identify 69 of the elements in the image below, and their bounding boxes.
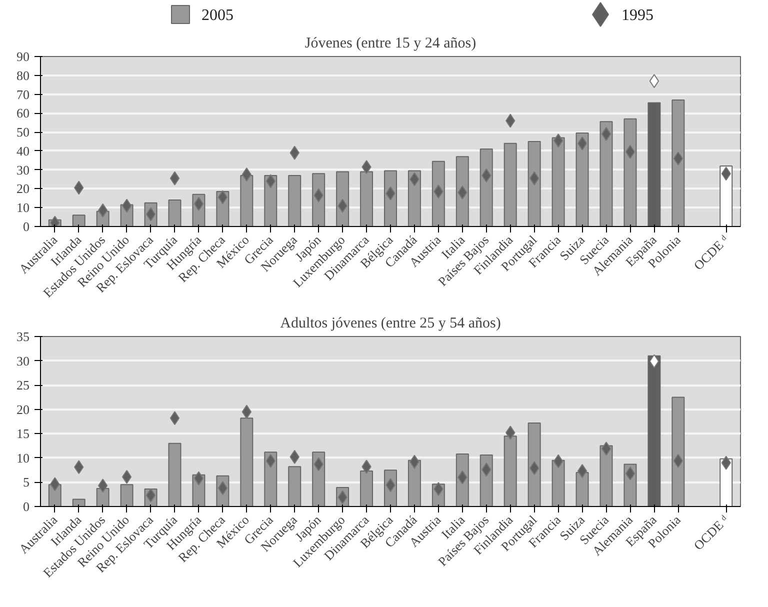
bar <box>528 141 541 226</box>
bar <box>168 442 182 506</box>
y-tick-label: 35 <box>16 329 30 344</box>
y-tick-label: 5 <box>23 474 30 490</box>
bar <box>288 175 302 226</box>
point <box>146 207 156 222</box>
y-tick-label: 25 <box>16 378 30 393</box>
chart-title: Adultos jóvenes (entre 25 y 54 años) <box>280 316 501 332</box>
point <box>625 466 636 480</box>
point <box>458 186 468 200</box>
point <box>218 481 228 496</box>
bar <box>432 160 445 226</box>
bar <box>168 200 182 226</box>
y-tick-label: 30 <box>16 353 30 368</box>
legend-label: 1995 <box>622 7 654 24</box>
point <box>122 470 132 484</box>
point <box>170 411 180 426</box>
y-tick-label: 10 <box>16 450 30 466</box>
y-tick-label: 0 <box>23 219 30 234</box>
y-tick-label: 20 <box>16 181 30 196</box>
y-tick-label: 70 <box>16 86 30 102</box>
point <box>362 160 372 174</box>
y-tick-label: 90 <box>16 49 30 64</box>
point <box>601 442 612 456</box>
y-tick-label: 0 <box>23 499 30 514</box>
bar <box>72 498 86 506</box>
point <box>194 196 204 211</box>
bar <box>624 118 637 226</box>
bar <box>72 214 86 226</box>
point <box>673 152 684 166</box>
point <box>577 464 588 478</box>
legend-label: 2005 <box>202 7 234 24</box>
y-tick-label: 15 <box>16 426 30 442</box>
point <box>649 74 660 88</box>
bar <box>552 137 565 226</box>
point <box>146 488 156 502</box>
bar <box>672 396 685 506</box>
bar <box>480 148 493 226</box>
y-tick-label: 10 <box>16 200 30 216</box>
y-tick-label: 80 <box>16 68 30 83</box>
y-tick-label: 20 <box>16 402 30 417</box>
point <box>218 190 228 204</box>
point <box>482 168 492 182</box>
bar <box>456 156 469 226</box>
bar <box>576 132 589 226</box>
bar <box>288 466 302 506</box>
bar <box>648 102 661 226</box>
bar <box>504 142 517 226</box>
point <box>98 478 108 493</box>
y-tick-label: 40 <box>16 143 30 158</box>
point <box>194 471 204 486</box>
point <box>98 203 108 218</box>
point <box>553 134 564 148</box>
bar <box>648 355 661 506</box>
chart-title: Jóvenes (entre 15 y 24 años) <box>304 36 476 52</box>
bar <box>600 121 613 226</box>
y-tick-label: 50 <box>16 124 30 140</box>
point <box>170 171 180 186</box>
y-tick-label: 60 <box>16 106 30 121</box>
point <box>553 454 564 468</box>
point <box>625 144 636 159</box>
y-tick-label: 30 <box>16 162 30 178</box>
bar <box>528 422 541 506</box>
point <box>577 136 588 150</box>
point <box>673 454 684 468</box>
bar <box>672 99 685 226</box>
point <box>122 198 132 213</box>
point <box>649 354 660 368</box>
point <box>601 126 612 141</box>
